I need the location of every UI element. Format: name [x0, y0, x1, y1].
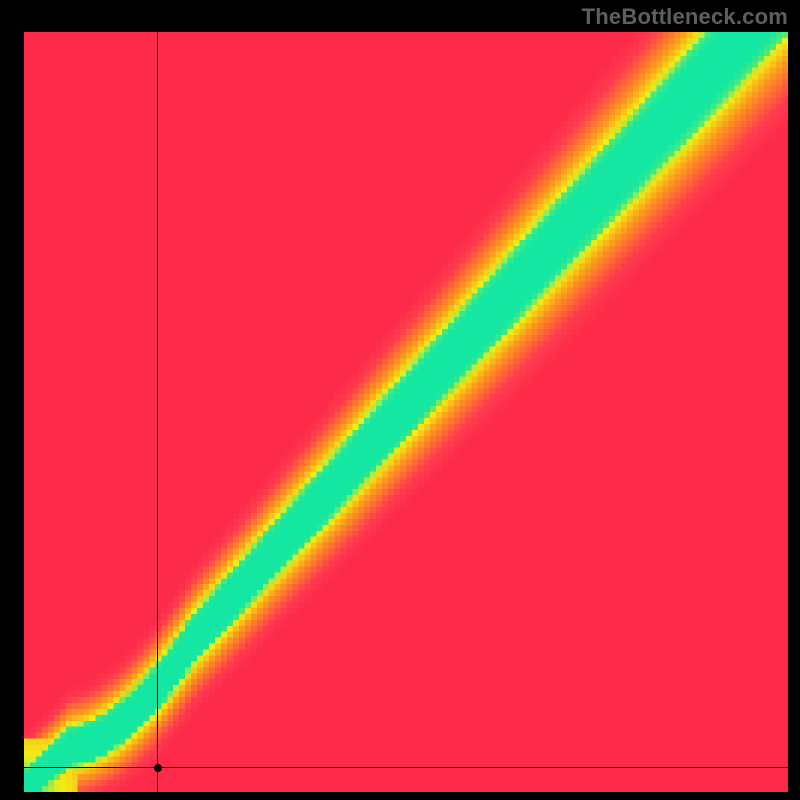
crosshair-vertical [157, 32, 158, 792]
stage: TheBottleneck.com [0, 0, 800, 800]
attribution-text: TheBottleneck.com [582, 4, 788, 30]
heatmap-plot [24, 32, 788, 792]
crosshair-point [154, 764, 162, 772]
heatmap-canvas [24, 32, 788, 792]
crosshair-horizontal [24, 767, 788, 768]
